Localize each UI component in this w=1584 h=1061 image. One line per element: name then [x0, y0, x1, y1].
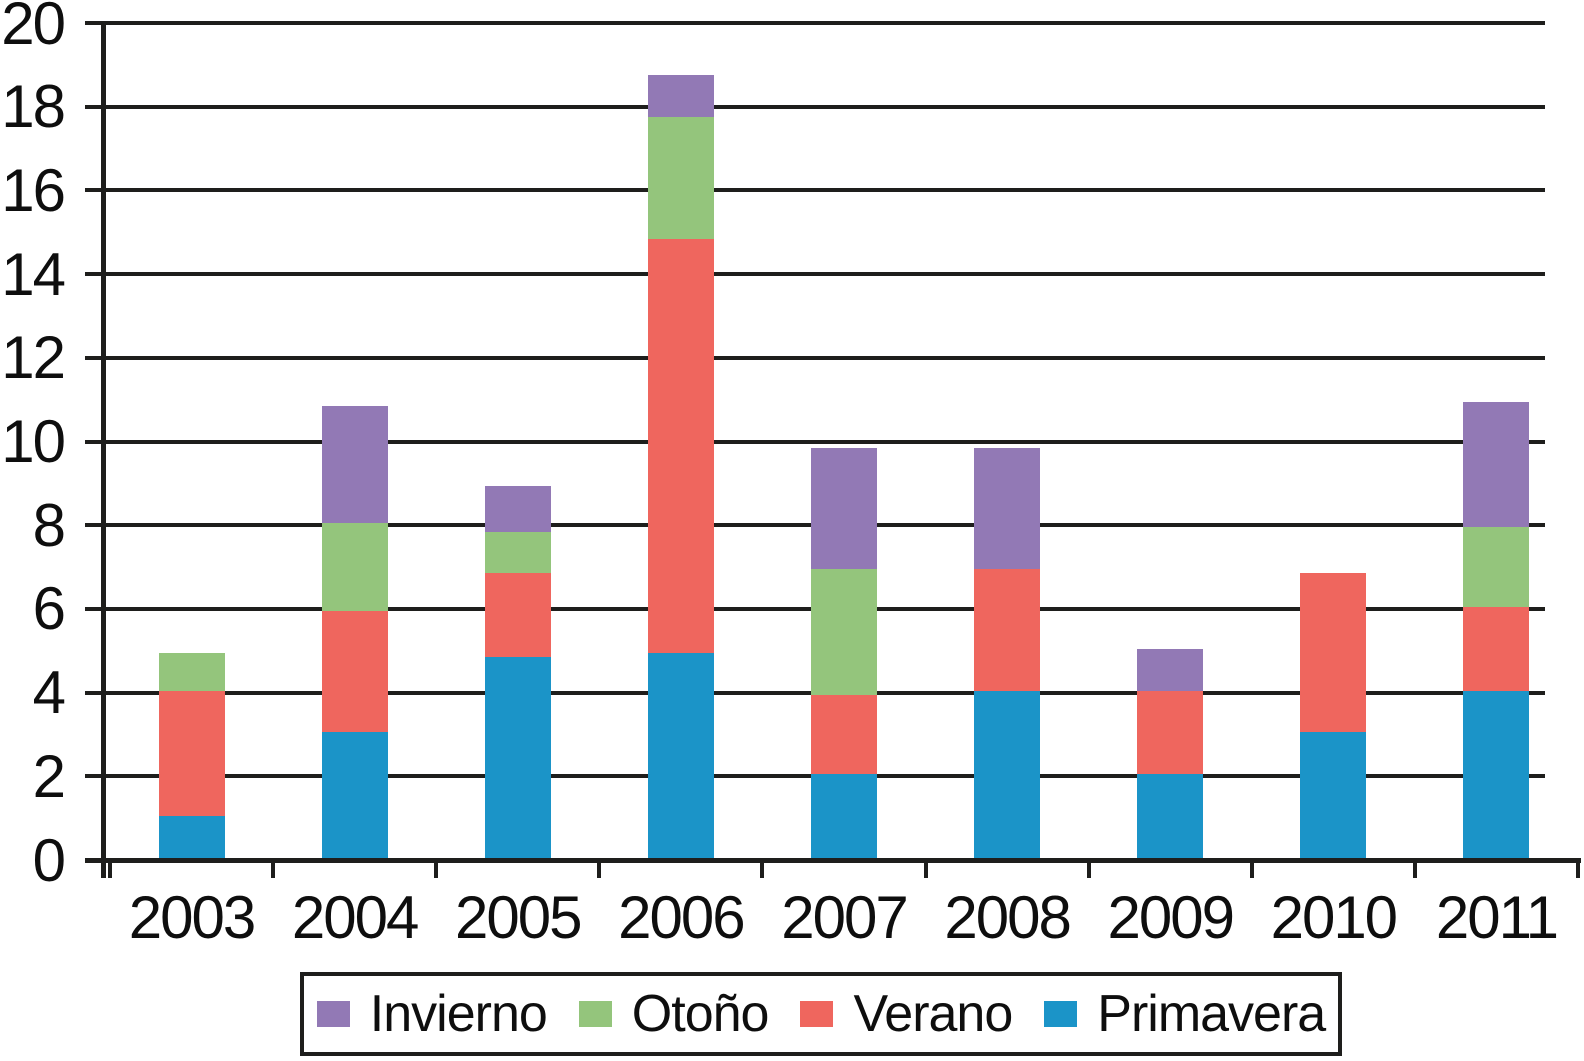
bar-segment-invierno-2011 [1463, 401, 1530, 528]
x-axis-tick [271, 860, 276, 878]
legend-item-otono: Otoño [578, 984, 770, 1044]
y-axis-tick-label: 18 [1, 73, 66, 141]
x-axis-line [85, 858, 1581, 863]
x-axis-tick-label: 2010 [1270, 883, 1398, 951]
bar-segment-verano-2004 [321, 611, 388, 733]
bar-segment-primavera-2003 [158, 816, 225, 858]
x-axis-tick-label: 2009 [1107, 883, 1234, 951]
y-axis-tick-label: 16 [1, 156, 66, 224]
legend-label-invierno: Invierno [369, 985, 548, 1043]
x-axis-tick [1249, 860, 1254, 878]
gridline [85, 272, 1545, 277]
bar-segment-primavera-2011 [1463, 690, 1530, 858]
y-axis-tick-label: 8 [32, 491, 66, 559]
gridline [85, 188, 1545, 193]
y-axis-tick-label: 14 [1, 240, 66, 308]
bar-segment-otono-2006 [647, 117, 714, 239]
bar-segment-verano-2007 [811, 694, 877, 775]
gridline [85, 21, 1545, 25]
bar-segment-otono-2007 [811, 569, 877, 695]
x-axis-tick [1576, 860, 1580, 878]
bar-segment-primavera-2008 [974, 690, 1041, 858]
legend-item-verano: Verano [800, 984, 1013, 1044]
bar-segment-invierno-2007 [811, 447, 877, 570]
bar-segment-otono-2003 [158, 652, 225, 691]
legend-label-verano: Verano [853, 985, 1013, 1043]
bar-segment-primavera-2010 [1300, 732, 1367, 858]
legend: Invierno Otoño Verano Primavera [300, 972, 1342, 1056]
gridline [85, 439, 1545, 444]
x-axis-tick-label: 2006 [618, 883, 745, 951]
x-axis-tick-label: 2003 [128, 883, 256, 951]
bar-segment-primavera-2004 [321, 732, 388, 858]
x-axis-tick [108, 860, 112, 878]
y-axis-line [101, 21, 106, 878]
bar-segment-primavera-2005 [484, 657, 551, 858]
y-axis-tick-label: 20 [1, 0, 66, 57]
y-axis-tick-label: 2 [32, 742, 66, 810]
y-axis-tick-label: 12 [1, 324, 66, 392]
y-axis-tick-label: 4 [32, 659, 66, 727]
bar-segment-verano-2009 [1137, 690, 1204, 775]
bar-segment-verano-2010 [1300, 573, 1367, 733]
bar-segment-verano-2005 [484, 573, 551, 658]
y-axis-tick-label: 6 [32, 575, 66, 643]
gridline [85, 355, 1545, 360]
bar-segment-invierno-2005 [484, 485, 551, 532]
bar-segment-otono-2011 [1463, 527, 1530, 607]
legend-color-swatch-verano [800, 1001, 834, 1027]
gridline [85, 104, 1545, 109]
x-axis-tick [760, 860, 765, 878]
legend-label-otono: Otoño [631, 985, 770, 1043]
bar-segment-verano-2006 [647, 238, 714, 653]
x-axis-tick-label: 2008 [944, 883, 1071, 951]
x-axis-tick [923, 860, 928, 878]
bar-segment-invierno-2006 [647, 75, 714, 118]
bar-segment-otono-2005 [484, 531, 551, 574]
bar-segment-primavera-2006 [647, 652, 714, 858]
x-axis-tick [1086, 860, 1091, 878]
y-axis-tick-label: 0 [32, 826, 66, 894]
x-axis-tick-label: 2005 [455, 883, 582, 951]
x-axis-tick-label: 2007 [781, 883, 908, 951]
legend-color-swatch-otono [578, 1001, 612, 1027]
x-axis-tick-label: 2004 [291, 883, 419, 951]
x-axis-tick [434, 860, 439, 878]
legend-color-swatch-invierno [316, 1001, 350, 1027]
bar-segment-primavera-2007 [811, 774, 877, 858]
bar-segment-invierno-2004 [321, 406, 388, 524]
bar-segment-verano-2003 [158, 690, 225, 817]
x-axis-tick [597, 860, 602, 878]
x-axis-tick-label: 2011 [1435, 883, 1559, 951]
x-axis-tick [1412, 860, 1417, 878]
legend-color-swatch-primavera [1044, 1001, 1078, 1027]
bar-segment-verano-2008 [974, 569, 1041, 691]
legend-item-invierno: Invierno [316, 984, 548, 1044]
bar-segment-invierno-2008 [974, 447, 1041, 570]
legend-label-primavera: Primavera [1097, 985, 1326, 1043]
bar-segment-otono-2004 [321, 523, 388, 612]
bar-segment-invierno-2009 [1137, 648, 1204, 691]
bar-segment-verano-2011 [1463, 606, 1530, 691]
bar-segment-primavera-2009 [1137, 774, 1204, 858]
legend-item-primavera: Primavera [1044, 984, 1326, 1044]
y-axis-tick-label: 10 [1, 408, 66, 475]
